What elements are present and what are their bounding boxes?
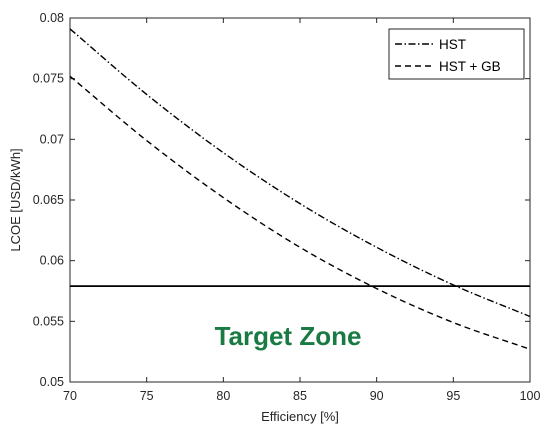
x-axis-ticks: 70 75 80 85 90 95 100 — [63, 18, 540, 403]
y-tick-label: 0.07 — [40, 132, 64, 146]
x-tick-label: 100 — [520, 389, 541, 403]
series-line-hst — [69, 28, 531, 318]
x-tick-label: 80 — [216, 389, 230, 403]
legend: HST HST + GB — [388, 28, 525, 80]
y-tick-label: 0.05 — [40, 375, 64, 389]
y-tick-label: 0.055 — [33, 314, 64, 328]
legend-label-hst-gb: HST + GB — [439, 59, 501, 74]
x-tick-label: 95 — [446, 389, 460, 403]
target-zone-label: Target Zone — [215, 321, 362, 351]
y-axis-ticks: 0.05 0.055 0.06 0.065 0.07 0.075 0.08 — [33, 11, 530, 389]
y-axis-label: LCOE [USD/kWh] — [8, 148, 23, 251]
x-tick-label: 85 — [293, 389, 307, 403]
x-tick-label: 90 — [370, 389, 384, 403]
legend-box — [388, 28, 525, 80]
x-tick-label: 75 — [140, 389, 154, 403]
y-tick-label: 0.075 — [33, 72, 64, 86]
x-axis-label: Efficiency [%] — [261, 409, 339, 424]
y-tick-label: 0.06 — [40, 254, 64, 268]
series-lines — [69, 28, 531, 350]
y-tick-label: 0.065 — [33, 193, 64, 207]
x-tick-label: 70 — [63, 389, 77, 403]
y-tick-label: 0.08 — [40, 11, 64, 25]
legend-label-hst: HST — [439, 37, 466, 52]
